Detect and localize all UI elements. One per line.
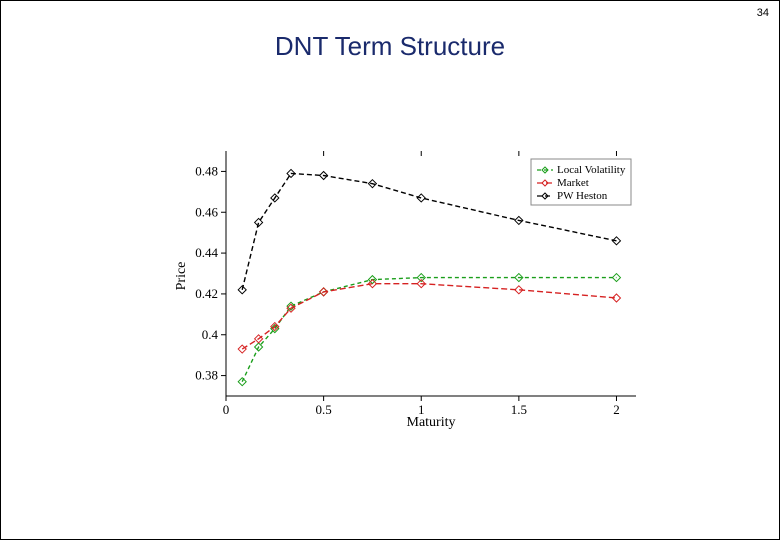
svg-text:2: 2 (613, 402, 620, 417)
y-axis-label: Price (174, 262, 189, 291)
legend: Local Volatility Market PW Heston (531, 159, 631, 205)
svg-text:0.4: 0.4 (202, 327, 219, 342)
x-axis-label: Maturity (407, 415, 456, 430)
slide-title: DNT Term Structure (1, 31, 779, 62)
svg-text:0.46: 0.46 (195, 204, 218, 219)
svg-text:0.44: 0.44 (195, 245, 218, 260)
legend-label-market: Market (557, 177, 589, 189)
svg-text:0.48: 0.48 (195, 163, 218, 178)
svg-text:0: 0 (223, 402, 230, 417)
legend-item-market: Market (537, 177, 589, 189)
slide: 34 DNT Term Structure 00.511.52 0.380.40… (0, 0, 780, 540)
chart-svg: 00.511.52 0.380.40.420.440.460.48 Local … (171, 141, 651, 431)
plot-area: 00.511.52 0.380.40.420.440.460.48 Local … (195, 151, 636, 417)
svg-text:0.42: 0.42 (195, 286, 218, 301)
dnt-term-structure-chart: 00.511.52 0.380.40.420.440.460.48 Local … (171, 141, 651, 431)
legend-item-local: Local Volatility (537, 164, 626, 176)
y-ticks: 0.38 0.4 0.42 0.44 0.46 0.48 (195, 163, 226, 382)
legend-label-local: Local Volatility (557, 164, 626, 176)
page-number: 34 (757, 7, 769, 19)
legend-item-pw: PW Heston (537, 190, 608, 202)
svg-text:0.38: 0.38 (195, 368, 218, 383)
legend-label-pw: PW Heston (557, 190, 608, 202)
svg-text:1.5: 1.5 (511, 402, 527, 417)
svg-text:0.5: 0.5 (315, 402, 331, 417)
